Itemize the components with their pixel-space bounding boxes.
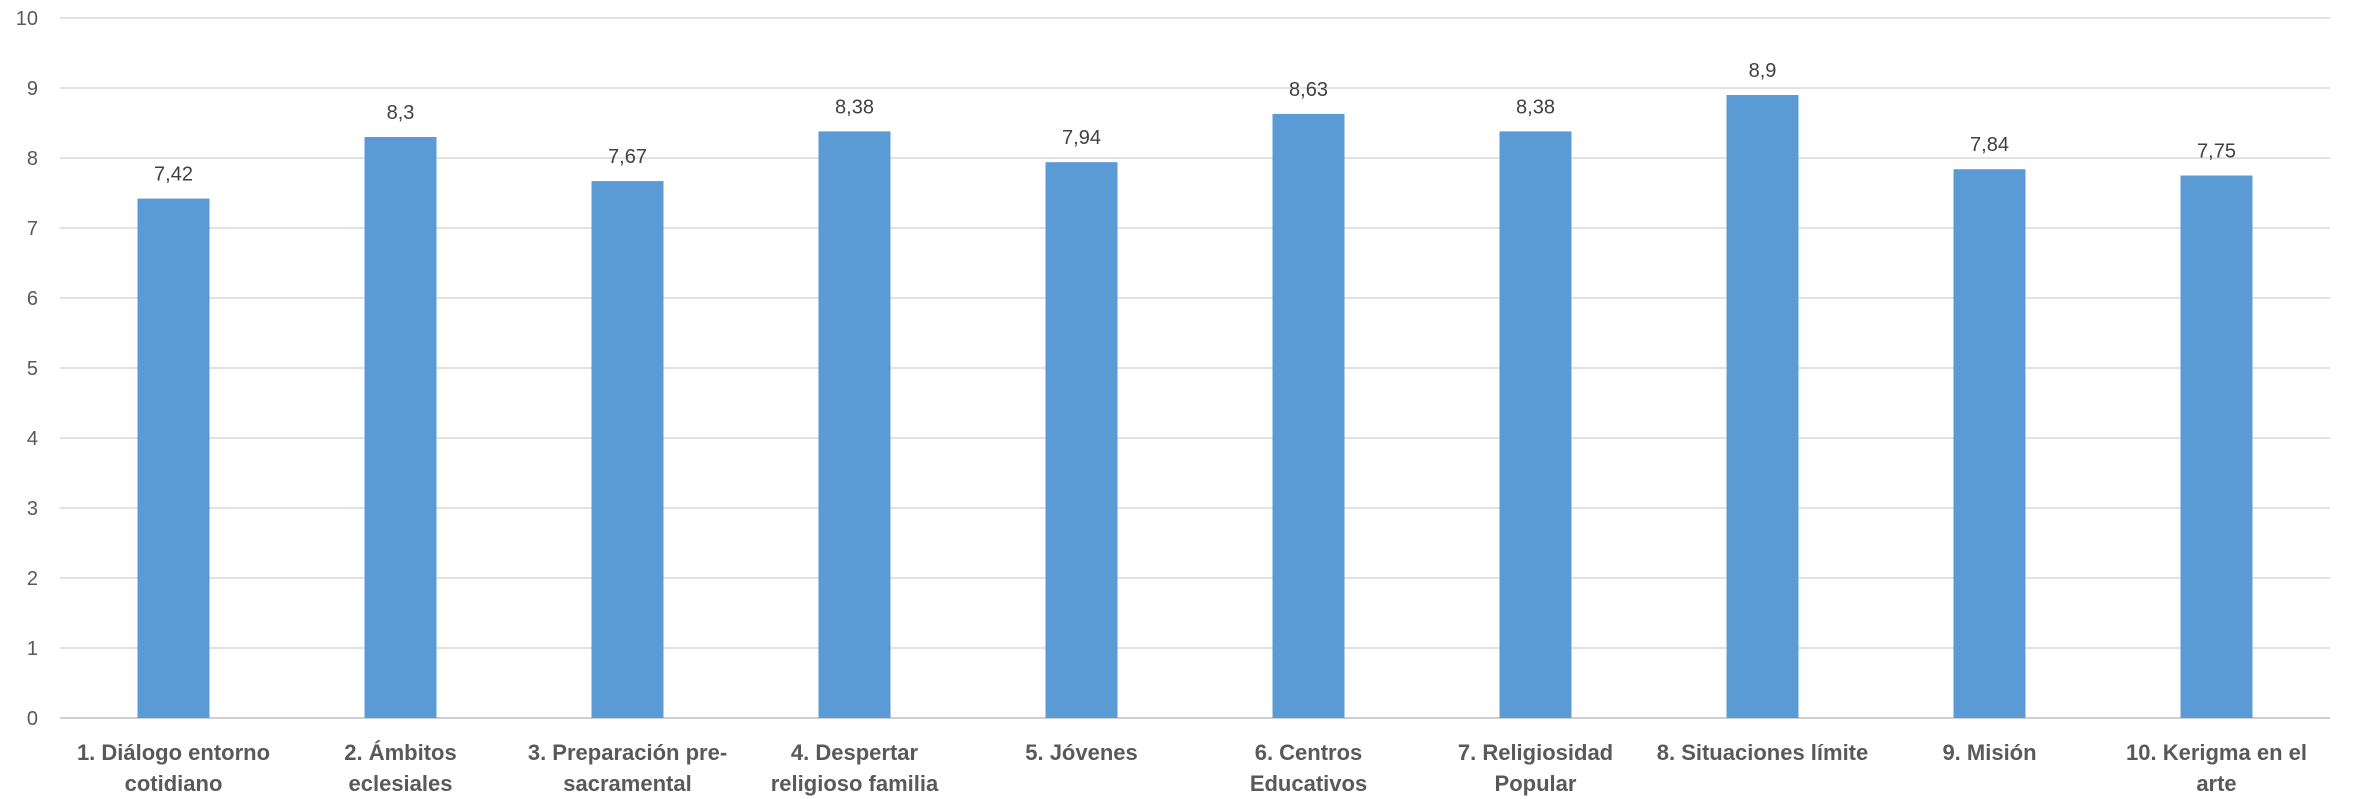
x-category-label-5-line-1: 5. Jóvenes: [1025, 740, 1138, 765]
x-category-label-7-line-1: 7. Religiosidad: [1458, 740, 1613, 765]
data-label-10: 7,75: [2197, 141, 2236, 163]
data-label-9: 7,84: [1970, 134, 2009, 156]
x-category-label-3-line-2: sacramental: [563, 771, 691, 796]
x-category-label-4-line-1: 4. Despertar: [791, 740, 919, 765]
y-tick-label-7: 7: [27, 218, 38, 240]
y-axis-ticks: 0 1 2 3 4 5 6 7 8 9 10: [16, 8, 38, 730]
data-label-8: 8,9: [1749, 60, 1777, 82]
x-category-label-1-line-2: cotidiano: [125, 771, 223, 796]
y-tick-label-10: 10: [16, 8, 38, 30]
data-label-6: 8,63: [1289, 79, 1328, 101]
data-label-4: 8,38: [835, 96, 874, 118]
x-category-label-6-line-2: Educativos: [1250, 771, 1367, 796]
x-category-label-2-line-1: 2. Ámbitos: [344, 740, 456, 765]
bars: [137, 95, 2253, 719]
bar-3: [591, 181, 664, 719]
bar-6: [1272, 113, 1345, 718]
bar-4: [818, 131, 891, 718]
y-tick-label-4: 4: [27, 428, 38, 450]
y-tick-label-8: 8: [27, 148, 38, 170]
bar-8: [1726, 95, 1799, 718]
y-tick-label-5: 5: [27, 358, 38, 380]
y-tick-label-2: 2: [27, 568, 38, 590]
gridlines: [60, 17, 2330, 719]
x-category-label-10-line-2: arte: [2196, 771, 2236, 796]
y-tick-label-0: 0: [27, 708, 38, 730]
x-category-label-9-line-1: 9. Misión: [1942, 740, 2036, 765]
x-category-label-2-line-2: eclesiales: [349, 771, 453, 796]
data-label-7: 8,38: [1516, 96, 1555, 118]
bar-1: [137, 198, 210, 719]
bar-10: [2180, 175, 2253, 718]
x-category-label-7-line-2: Popular: [1495, 771, 1577, 796]
x-axis-labels: 1. Diálogo entorno cotidiano 2. Ámbitos ecl…: [77, 740, 2307, 796]
y-tick-label-3: 3: [27, 498, 38, 520]
data-label-5: 7,94: [1062, 127, 1101, 149]
x-category-label-10-line-1: 10. Kerigma en el: [2126, 740, 2307, 765]
x-category-label-8-line-1: 8. Situaciones límite: [1657, 740, 1869, 765]
bar-5: [1045, 162, 1118, 718]
x-category-label-4-line-2: religioso familia: [771, 771, 939, 796]
x-category-label-3-line-1: 3. Preparación pre-: [528, 740, 727, 765]
y-tick-label-1: 1: [27, 638, 38, 660]
data-label-1: 7,42: [154, 164, 193, 186]
data-labels: 7,42 8,3 7,67 8,38 7,94 8,63 8,38 8,9 7,84 7,75: [154, 60, 2236, 186]
bar-9: [1953, 169, 2026, 718]
bar-7: [1499, 131, 1572, 718]
y-tick-label-6: 6: [27, 288, 38, 310]
y-tick-label-9: 9: [27, 78, 38, 100]
x-category-label-1-line-1: 1. Diálogo entorno: [77, 740, 270, 765]
x-category-label-6-line-1: 6. Centros: [1255, 740, 1363, 765]
data-label-3: 7,67: [608, 146, 647, 168]
bar-2: [364, 137, 437, 718]
data-label-2: 8,3: [387, 102, 415, 124]
